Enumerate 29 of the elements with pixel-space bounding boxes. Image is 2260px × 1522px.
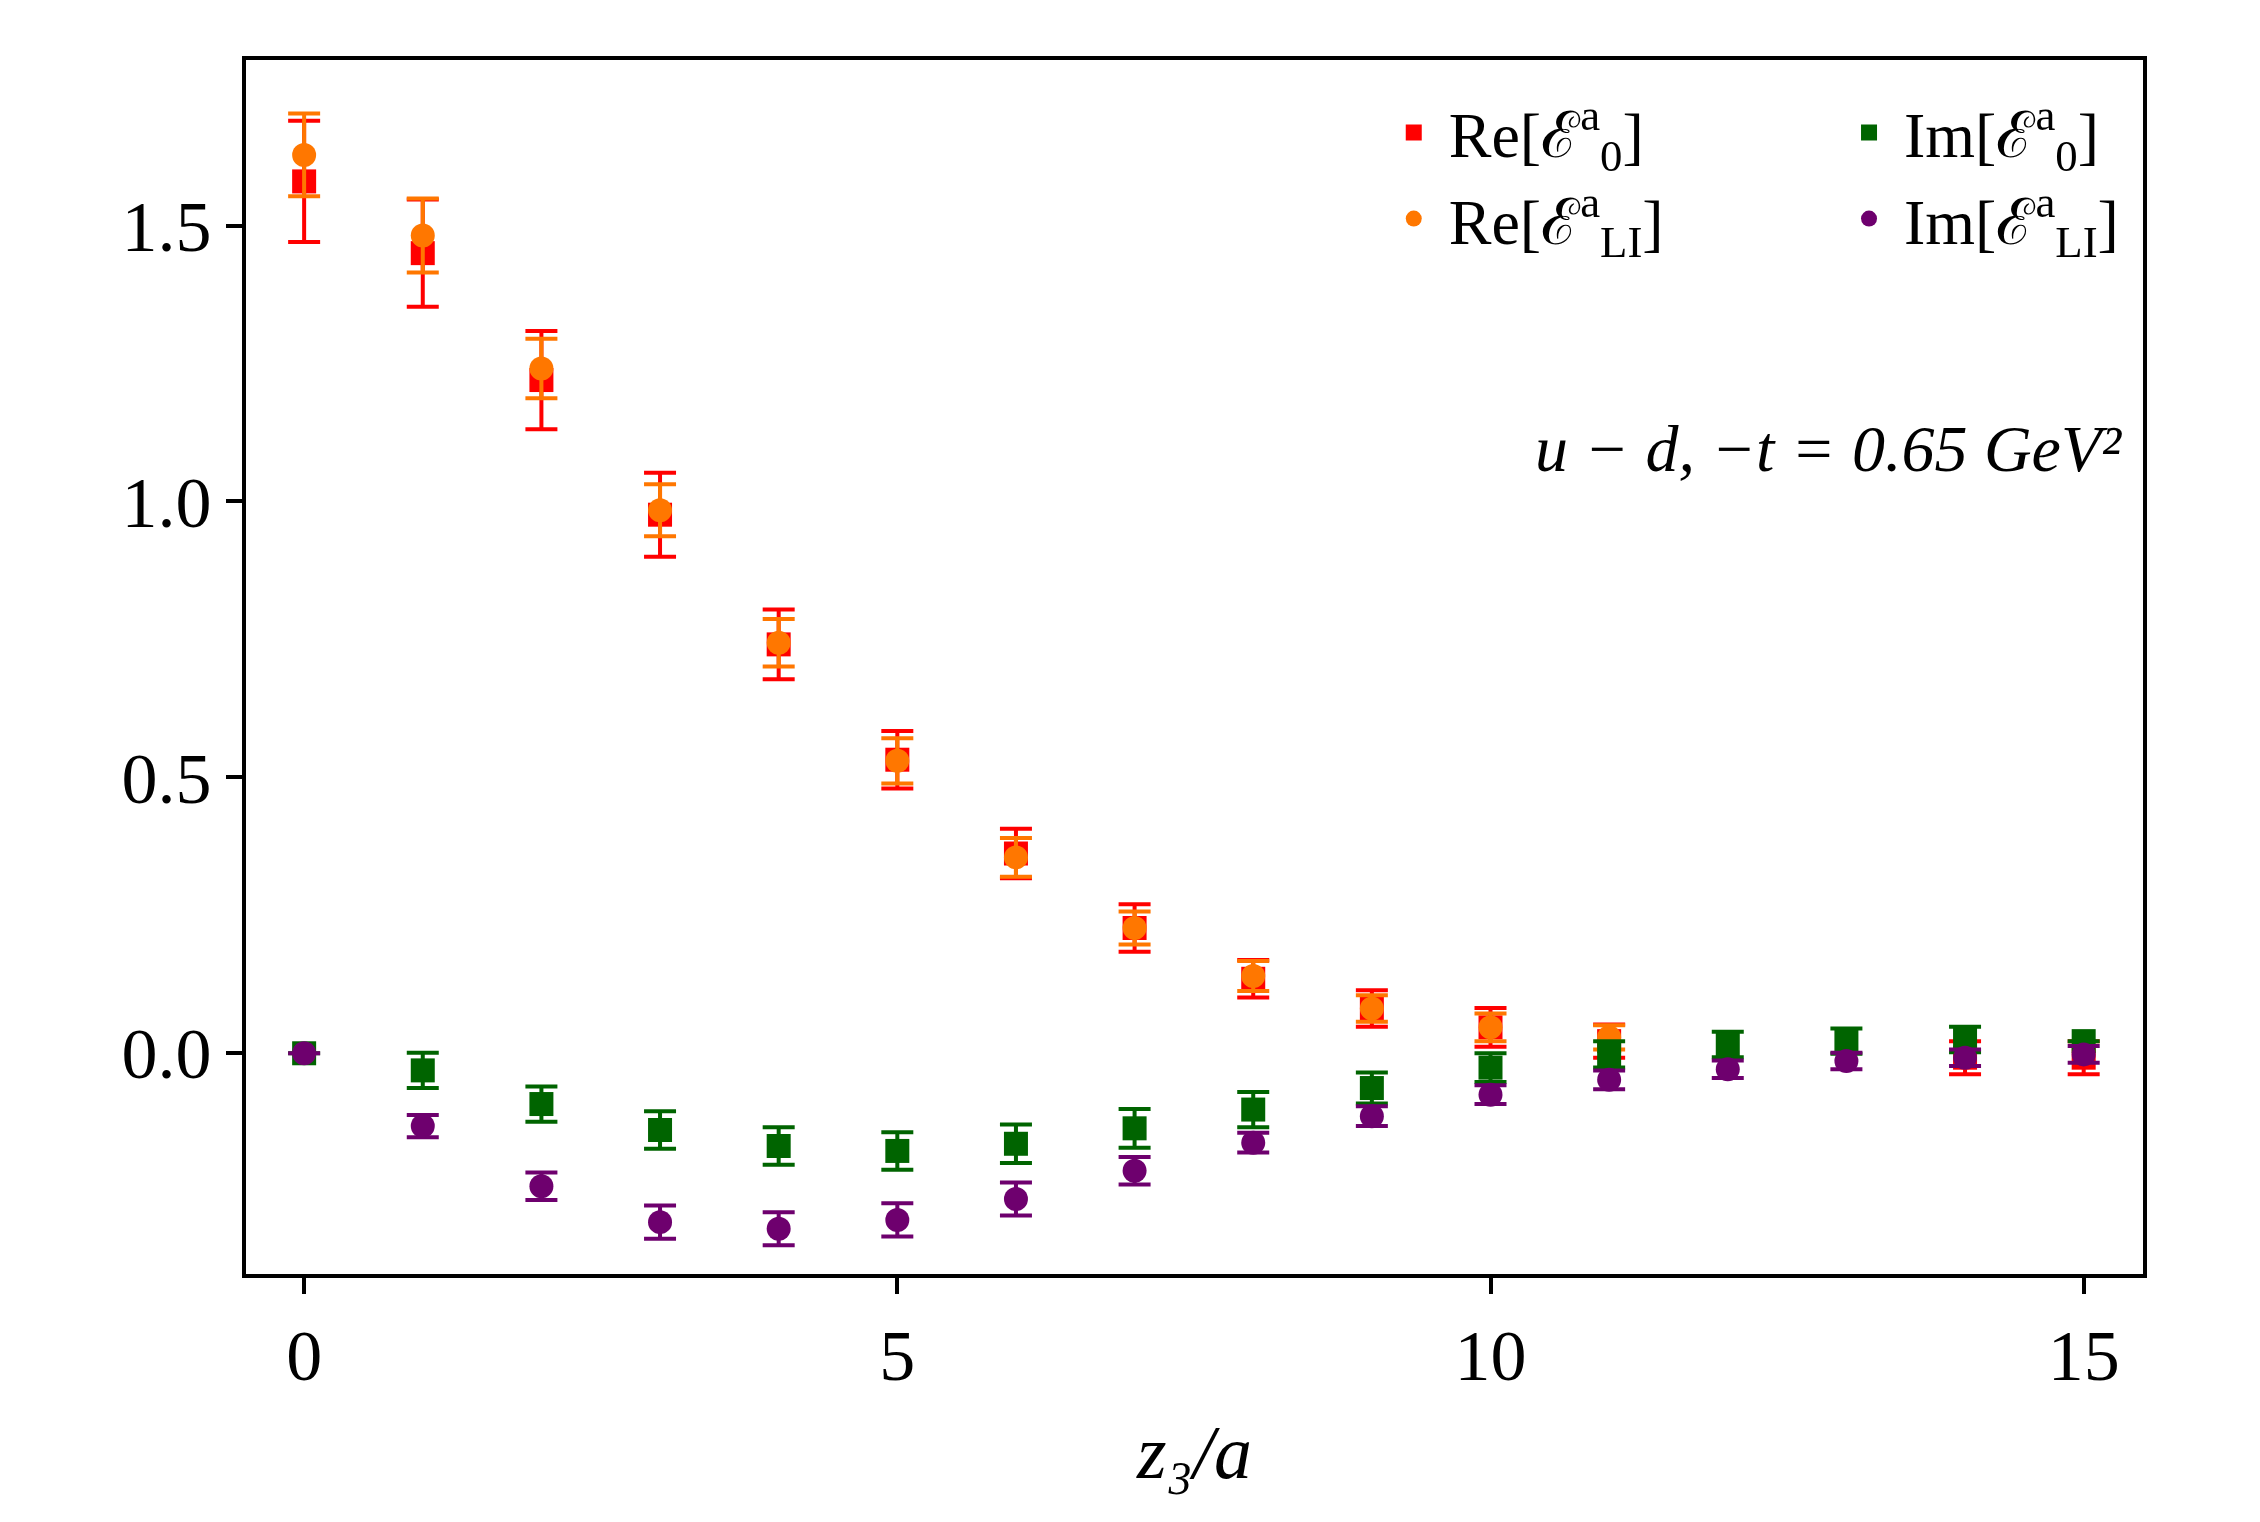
point [885, 1207, 910, 1232]
y-tick-label: 0.0 [121, 1014, 212, 1095]
y-tick-label: 1.5 [121, 186, 212, 267]
point [529, 356, 554, 381]
point [1241, 1097, 1266, 1122]
x-tick-label: 0 [286, 1316, 323, 1397]
point [766, 1133, 791, 1158]
point [1003, 1131, 1028, 1156]
point [1715, 1032, 1740, 1057]
point [648, 1210, 673, 1235]
x-tick-label: 15 [2047, 1316, 2120, 1397]
point [529, 1092, 554, 1117]
point [1597, 1042, 1622, 1067]
x-tick-label: 5 [879, 1316, 916, 1397]
x-axis-title: z₃/a [1135, 1409, 1253, 1495]
point [648, 1117, 673, 1142]
x-tick-label: 10 [1454, 1316, 1527, 1397]
y-tick-label: 1.0 [121, 462, 212, 543]
point [292, 142, 317, 167]
point [410, 1058, 435, 1083]
annotation: u − d, −t = 0.65 GeV² [1535, 412, 2123, 485]
y-tick-label: 0.5 [121, 738, 212, 819]
point [410, 223, 435, 248]
point [1003, 1186, 1028, 1211]
point [885, 1138, 910, 1163]
point [1359, 1076, 1384, 1101]
point [766, 1216, 791, 1241]
point [1122, 1116, 1147, 1141]
point [1478, 1055, 1503, 1080]
